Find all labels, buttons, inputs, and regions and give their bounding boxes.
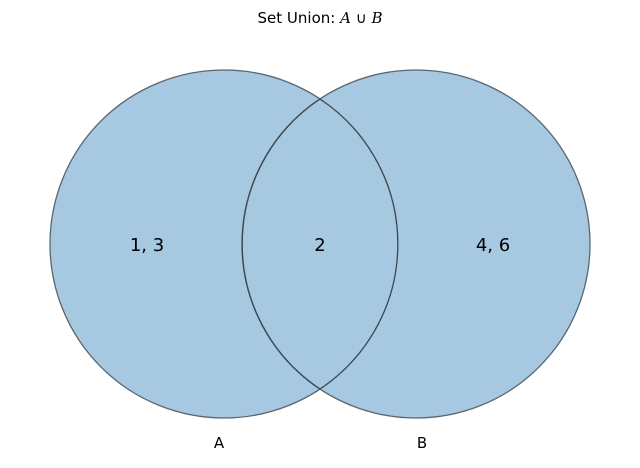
set-a-label: A — [214, 434, 225, 452]
title-set-b: B — [370, 9, 382, 27]
region-b-only-label: 4, 6 — [476, 235, 510, 256]
title-prefix: Set Union: — [258, 9, 341, 27]
title-set-a: A — [338, 9, 351, 27]
diagram-title: Set Union: A ∪ B — [258, 9, 383, 27]
region-a-only-label: 1, 3 — [130, 235, 164, 256]
region-intersection-label: 2 — [314, 235, 325, 256]
set-b-circle — [242, 70, 590, 418]
set-b-label: B — [417, 434, 427, 452]
title-operator: ∪ — [351, 9, 372, 27]
